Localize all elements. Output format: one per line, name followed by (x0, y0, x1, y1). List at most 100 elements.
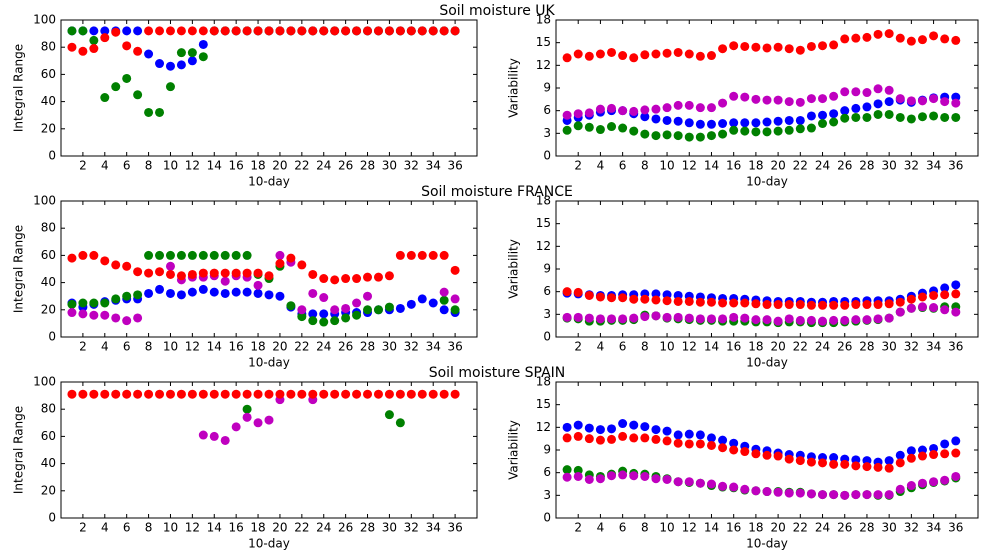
point (718, 119, 728, 129)
point (662, 426, 672, 436)
point (629, 53, 639, 63)
point (729, 312, 739, 322)
x-tick-label: 22 (294, 159, 309, 173)
point (951, 436, 961, 446)
point (450, 265, 460, 275)
point (729, 482, 739, 492)
point (729, 125, 739, 135)
x-tick-label: 2 (574, 521, 582, 535)
point (917, 302, 927, 312)
y-tick-label: 20 (41, 121, 56, 135)
x-tick-label: 6 (123, 521, 131, 535)
x-tick-label: 14 (207, 340, 222, 354)
x-tick-label: 4 (101, 521, 109, 535)
point (573, 109, 583, 119)
x-tick-label: 12 (185, 521, 200, 535)
point (220, 250, 230, 260)
point (829, 117, 839, 127)
point (940, 97, 950, 107)
point (629, 420, 639, 430)
chart-title: Soil moisture UK (439, 3, 555, 19)
point (906, 303, 916, 313)
point (373, 26, 383, 36)
x-tick-label: 16 (726, 159, 741, 173)
point (133, 389, 143, 399)
x-tick-label: 28 (360, 159, 375, 173)
chart-title: Soil moisture FRANCE (421, 184, 573, 200)
point (951, 35, 961, 45)
point (695, 439, 705, 449)
point (562, 312, 572, 322)
point (851, 33, 861, 43)
point (751, 42, 761, 52)
x-tick-label: 14 (207, 159, 222, 173)
x-tick-label: 12 (682, 159, 697, 173)
point (751, 449, 761, 459)
x-tick-label: 12 (682, 340, 697, 354)
x-tick-label: 6 (619, 521, 627, 535)
point (829, 459, 839, 469)
x-tick-label: 26 (837, 521, 852, 535)
point (275, 389, 285, 399)
y-tick-label: 0 (48, 149, 56, 163)
point (784, 115, 794, 125)
x-tick-label: 4 (597, 159, 605, 173)
point (862, 112, 872, 122)
point (806, 457, 816, 467)
point (706, 433, 716, 443)
x-axis-label: 10-day (248, 537, 290, 551)
y-tick-label: 80 (41, 40, 56, 54)
point (562, 287, 572, 297)
point (155, 107, 165, 117)
point (165, 250, 175, 260)
point (122, 41, 132, 51)
x-tick-label: 32 (404, 340, 419, 354)
point (929, 303, 939, 313)
point (573, 420, 583, 430)
point (253, 418, 263, 428)
point (155, 59, 165, 69)
point (308, 269, 318, 279)
point (851, 300, 861, 310)
point (562, 422, 572, 432)
point (695, 478, 705, 488)
point (242, 250, 252, 260)
point (773, 126, 783, 136)
point (352, 26, 362, 36)
x-tick-label: 10 (163, 521, 178, 535)
point (231, 26, 241, 36)
point (873, 99, 883, 109)
point (684, 132, 694, 142)
point (122, 261, 132, 271)
point (78, 250, 88, 260)
y-tick-label: 15 (536, 397, 551, 411)
point (662, 474, 672, 484)
point (607, 103, 617, 113)
point (198, 39, 208, 49)
point (851, 315, 861, 325)
point (111, 82, 121, 92)
point (618, 293, 628, 303)
point (684, 477, 694, 487)
point (795, 115, 805, 125)
x-axis-label: 10-day (248, 175, 290, 189)
x-tick-label: 14 (704, 159, 719, 173)
point (884, 299, 894, 309)
point (806, 94, 816, 104)
point (818, 41, 828, 51)
point (187, 269, 197, 279)
point (67, 299, 77, 309)
point (395, 26, 405, 36)
point (165, 261, 175, 271)
point (297, 389, 307, 399)
point (264, 26, 274, 36)
y-tick-label: 60 (41, 429, 56, 443)
point (584, 290, 594, 300)
point (573, 49, 583, 59)
point (884, 85, 894, 95)
x-tick-label: 28 (360, 521, 375, 535)
point (165, 82, 175, 92)
point (895, 307, 905, 317)
point (584, 434, 594, 444)
point (640, 50, 650, 60)
